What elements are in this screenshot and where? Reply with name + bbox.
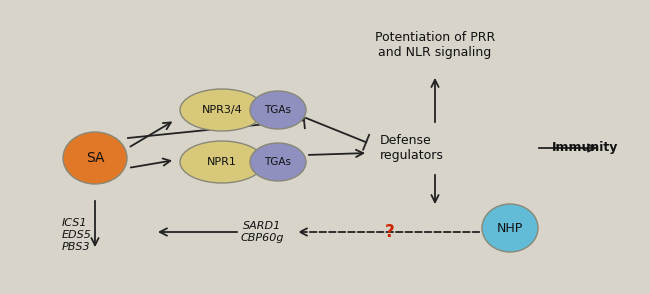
Text: Defense
regulators: Defense regulators bbox=[380, 134, 444, 162]
Text: NHP: NHP bbox=[497, 221, 523, 235]
Text: Immunity: Immunity bbox=[552, 141, 618, 155]
Ellipse shape bbox=[250, 143, 306, 181]
Text: Potentiation of PRR
and NLR signaling: Potentiation of PRR and NLR signaling bbox=[375, 31, 495, 59]
Text: NPR3/4: NPR3/4 bbox=[202, 105, 242, 115]
Ellipse shape bbox=[180, 89, 264, 131]
Text: ICS1
EDS5
PBS3: ICS1 EDS5 PBS3 bbox=[62, 218, 92, 252]
Text: TGAs: TGAs bbox=[265, 157, 291, 167]
Text: ?: ? bbox=[385, 223, 395, 241]
Text: SA: SA bbox=[86, 151, 104, 165]
Ellipse shape bbox=[180, 141, 264, 183]
Ellipse shape bbox=[63, 132, 127, 184]
Text: SARD1
CBP60g: SARD1 CBP60g bbox=[240, 221, 284, 243]
Ellipse shape bbox=[482, 204, 538, 252]
Text: NPR1: NPR1 bbox=[207, 157, 237, 167]
Text: TGAs: TGAs bbox=[265, 105, 291, 115]
Ellipse shape bbox=[250, 91, 306, 129]
